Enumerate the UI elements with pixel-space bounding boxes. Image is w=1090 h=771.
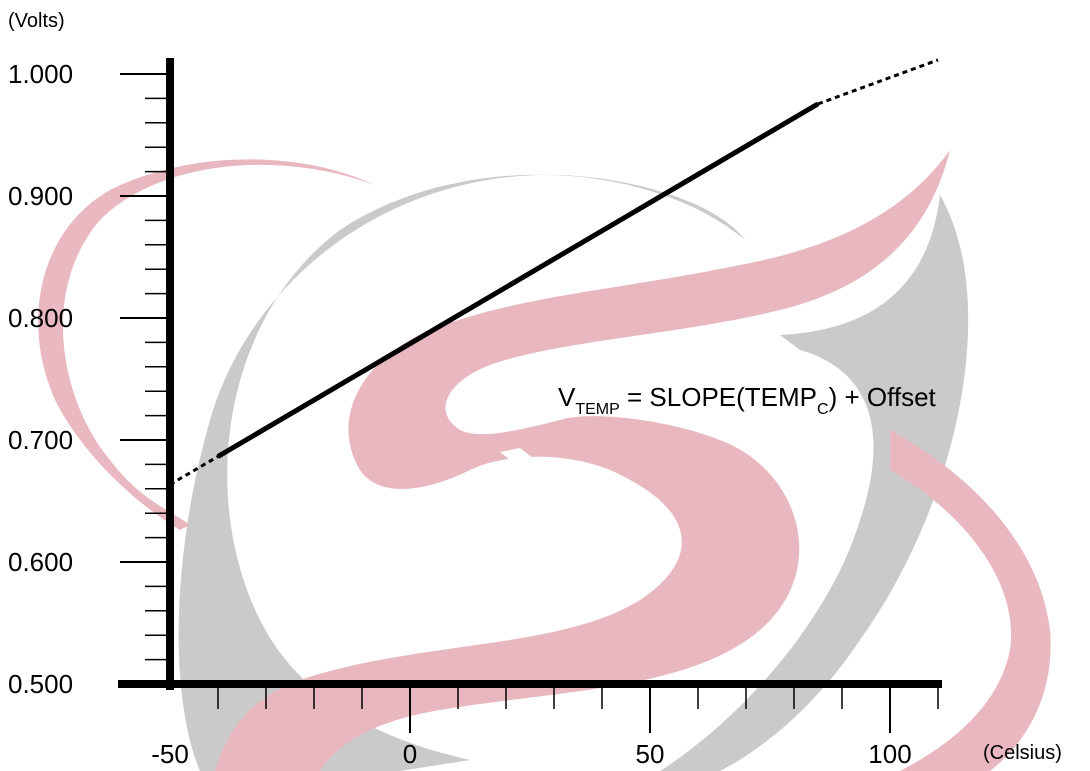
x-tick-label: 100 (868, 739, 911, 769)
series-dashed-high (817, 58, 939, 106)
equation-v-subscript: TEMP (575, 401, 619, 418)
x-tick-label: 0 (403, 739, 417, 769)
y-tick-label: 0.900 (8, 181, 73, 211)
y-tick-label: 0.700 (8, 425, 73, 455)
watermark-gray-ring (178, 174, 746, 771)
y-tick-label: 0.500 (8, 669, 73, 699)
equation-end: ) + Offset (829, 382, 937, 412)
equation-c-subscript: C (817, 401, 829, 418)
series-dashed-low (169, 455, 219, 486)
y-tick-label: 0.800 (8, 303, 73, 333)
x-tick-label: -50 (151, 739, 189, 769)
watermark-logo (38, 150, 1051, 771)
series-solid-line (216, 101, 820, 459)
axes (118, 58, 942, 690)
y-ticks: 0.500 0.600 0.700 0.800 0.900 1.000 (8, 59, 170, 699)
watermark-red-tail (890, 430, 1051, 771)
equation-annotation: VTEMP = SLOPE(TEMPC) + Offset (558, 382, 937, 418)
x-ticks: -50 0 50 100 (151, 684, 939, 769)
y-tick-label: 1.000 (8, 59, 73, 89)
equation-mid: = SLOPE(TEMP (620, 382, 817, 412)
series (169, 58, 939, 486)
x-axis-label: (Celsius) (983, 742, 1062, 764)
watermark-gray-arc-right (660, 195, 969, 771)
x-tick-label: 50 (636, 739, 665, 769)
watermark-red-s (215, 150, 950, 771)
y-axis-label: (Volts) (8, 10, 65, 32)
y-tick-label: 0.600 (8, 547, 73, 577)
equation-v: V (558, 382, 576, 412)
watermark-white-slash (500, 448, 640, 546)
